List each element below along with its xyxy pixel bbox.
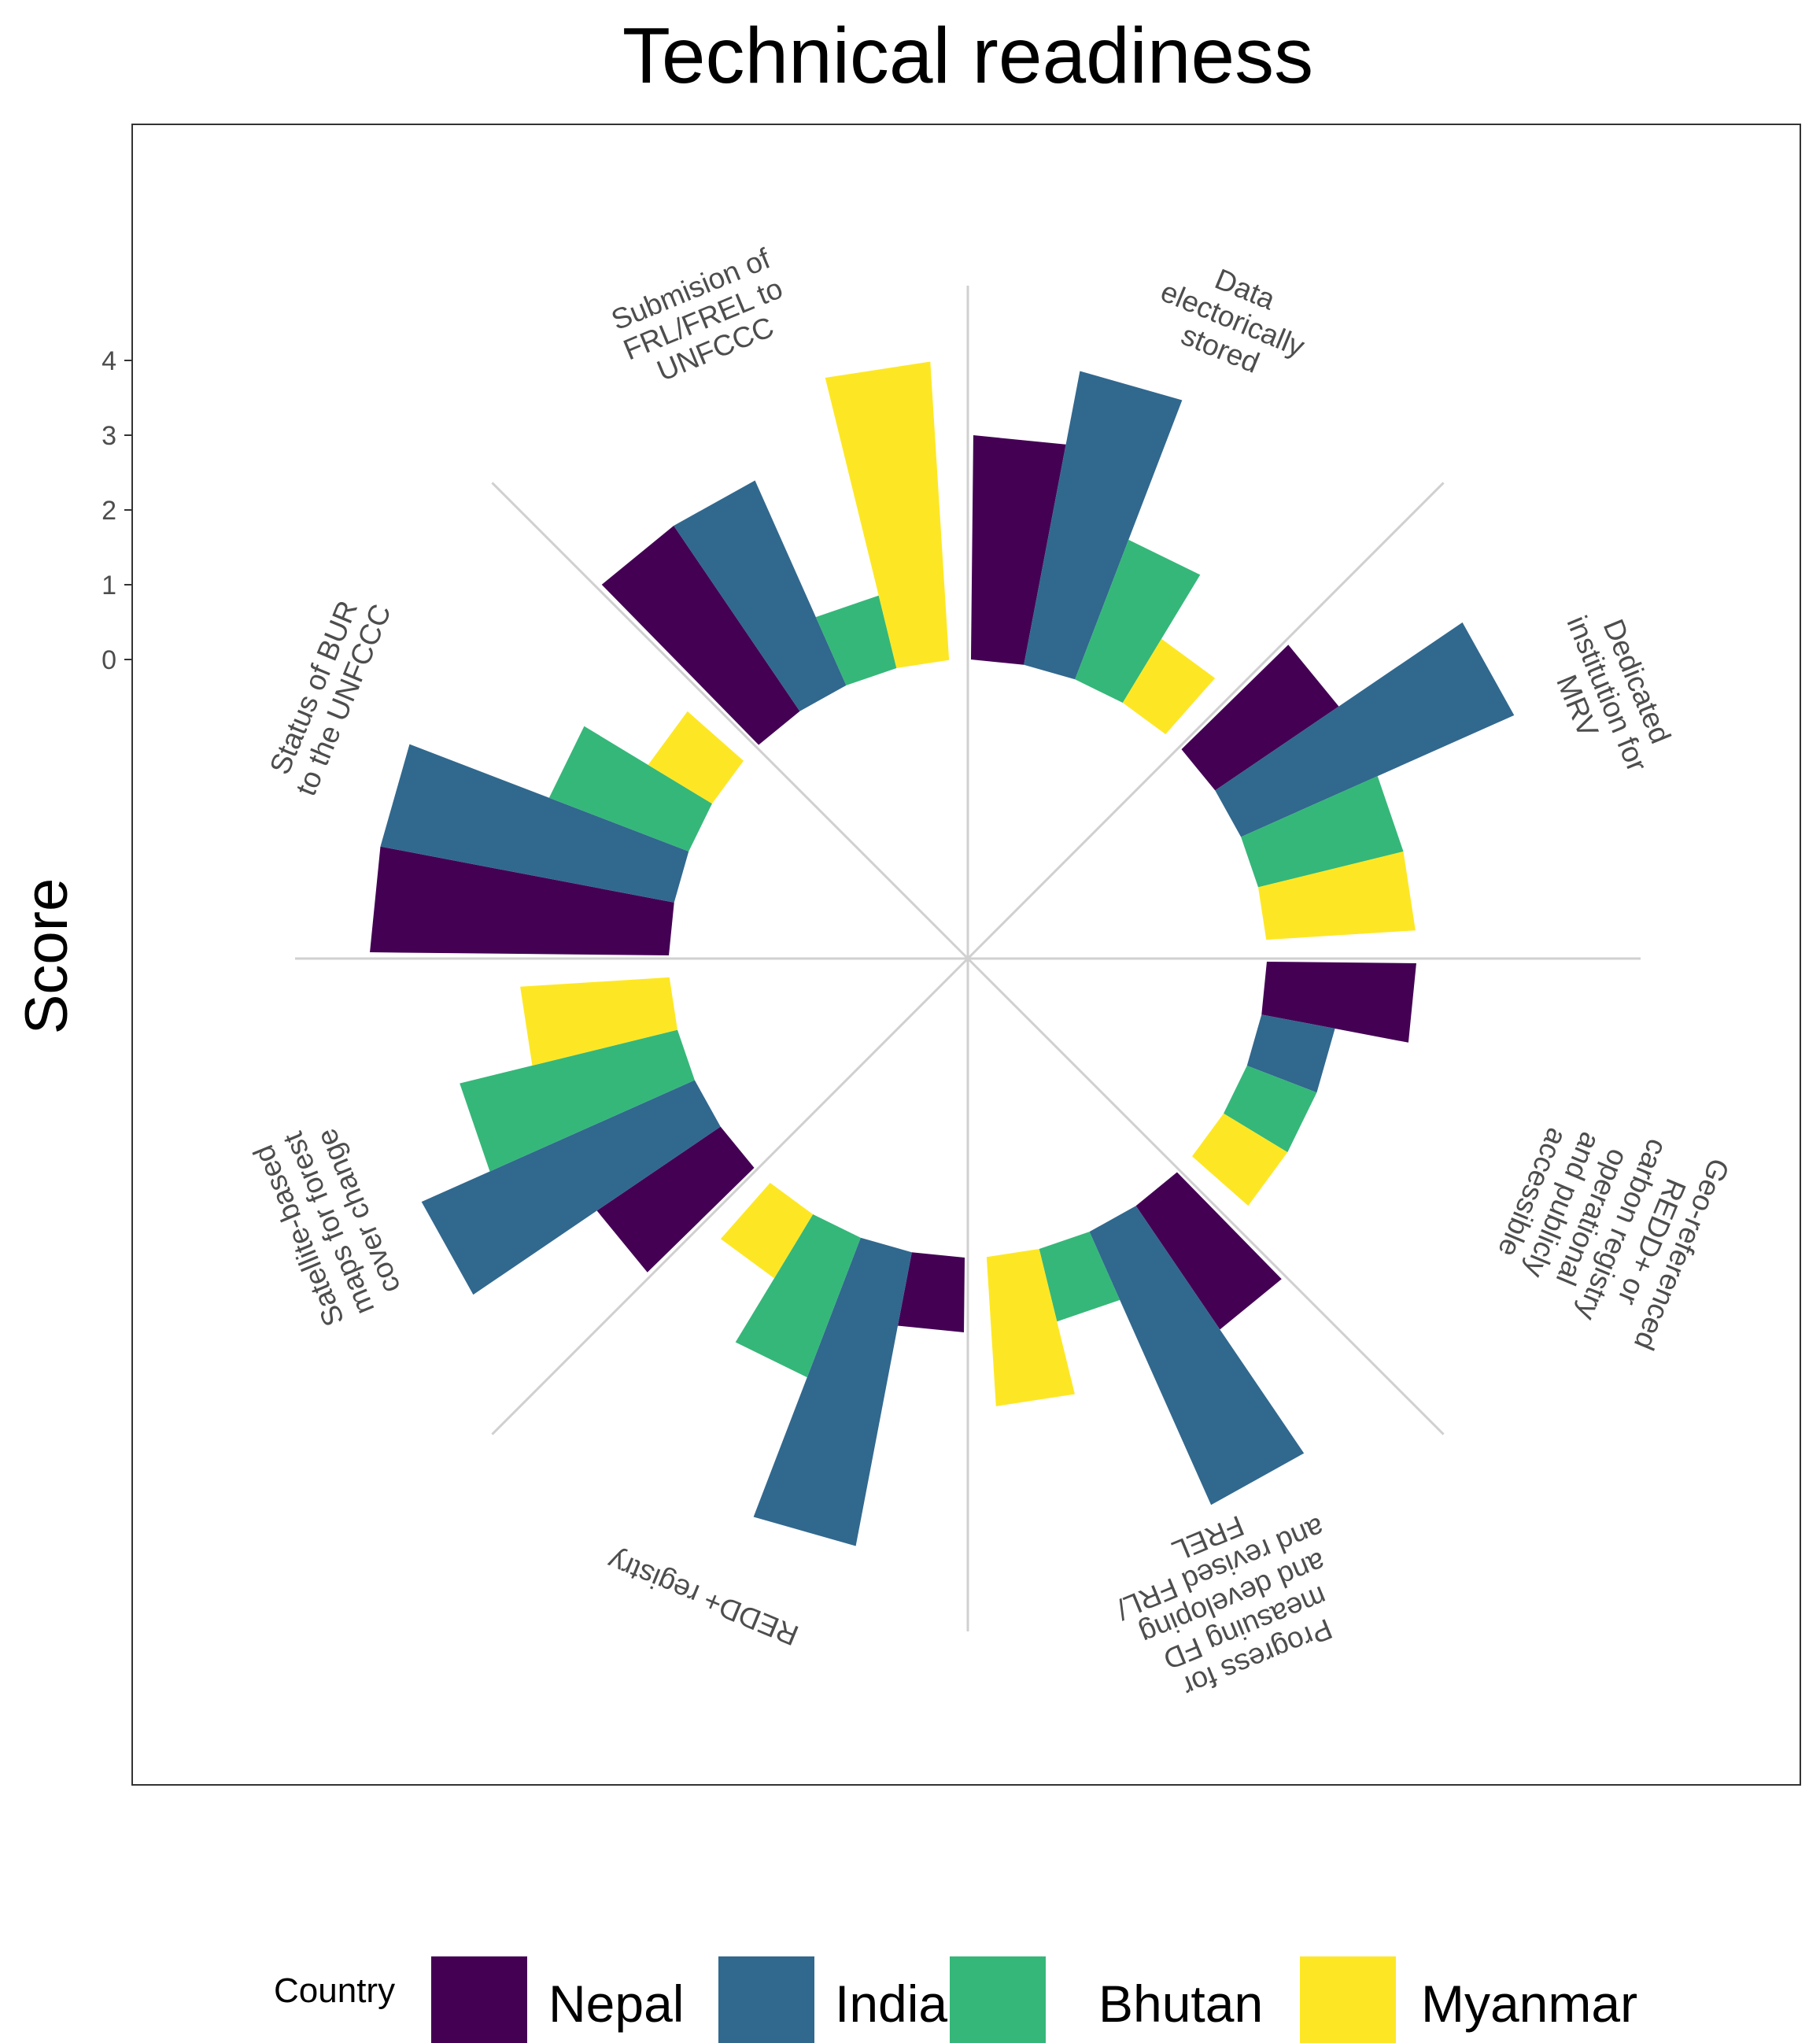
bar-myanmar-2 (1258, 852, 1416, 940)
grid-line (491, 482, 969, 960)
legend-label-bhutan: Bhutan (1098, 1975, 1263, 2033)
bar-bhutan-1 (1075, 539, 1201, 703)
bar-bhutan-2 (1241, 776, 1404, 888)
bar-bhutan-7 (548, 726, 712, 852)
bar-nepal-5 (897, 1252, 965, 1332)
y-tick-label: 3 (102, 421, 116, 451)
bar-nepal-1 (970, 435, 1066, 665)
bar-nepal-6 (596, 1126, 755, 1273)
bar-nepal-8 (601, 525, 800, 745)
bar-india-7 (380, 744, 689, 903)
legend-key-india (718, 1956, 814, 2043)
bar-myanmar-8 (825, 361, 950, 668)
y-tick-label: 0 (102, 645, 116, 675)
bar-india-1 (1024, 371, 1183, 680)
bar-bhutan-4 (1039, 1232, 1120, 1322)
bar-myanmar-6 (520, 977, 677, 1066)
bar-india-5 (753, 1237, 912, 1546)
bar-myanmar-7 (648, 711, 744, 804)
plot-panel (131, 124, 1801, 1786)
bar-bhutan-5 (735, 1214, 861, 1378)
bar-myanmar-1 (1122, 638, 1216, 734)
bar-india-2 (1215, 622, 1515, 837)
bar-myanmar-5 (720, 1183, 814, 1279)
chart-title: Technical readiness (622, 12, 1313, 100)
bar-nepal-7 (370, 846, 674, 956)
bar-bhutan-6 (460, 1029, 695, 1172)
y-tick-label: 1 (102, 571, 116, 600)
legend-key-myanmar (1300, 1956, 1396, 2043)
bar-india-3 (1246, 1014, 1335, 1093)
y-axis-ticks: 0 1 2 3 4 (102, 346, 132, 675)
legend-label-myanmar: Myanmar (1421, 1975, 1637, 2033)
bar-india-4 (1089, 1206, 1305, 1505)
bar-nepal-4 (1135, 1172, 1282, 1330)
grid-line (491, 957, 969, 1435)
legend-title: Country (274, 1971, 395, 2010)
legend-label-india: India (835, 1975, 947, 2033)
y-tick-label: 4 (102, 346, 116, 376)
grid-line (966, 482, 1445, 960)
y-axis-label: Score (13, 878, 80, 1035)
y-tick-label: 2 (102, 496, 116, 526)
bar-myanmar-4 (986, 1249, 1075, 1406)
bar-nepal-3 (1261, 961, 1416, 1043)
grid-lines (295, 286, 1641, 1631)
bar-bhutan-3 (1224, 1066, 1317, 1153)
category-label-5: REDD+ registry (603, 1544, 803, 1652)
bar-myanmar-3 (1192, 1113, 1288, 1206)
grid-line (966, 957, 1445, 1435)
category-label-line: REDD+ registry (603, 1544, 803, 1652)
bar-india-6 (421, 1080, 721, 1295)
bar-nepal-2 (1181, 645, 1339, 791)
legend-label-nepal: Nepal (548, 1975, 684, 2033)
legend: Country Nepal India Bhutan Myanmar (274, 1956, 1637, 2043)
legend-key-nepal (431, 1956, 527, 2043)
legend-key-bhutan (950, 1956, 1046, 2043)
bars (370, 361, 1515, 1546)
bar-bhutan-8 (815, 595, 897, 685)
bar-india-8 (674, 480, 847, 711)
